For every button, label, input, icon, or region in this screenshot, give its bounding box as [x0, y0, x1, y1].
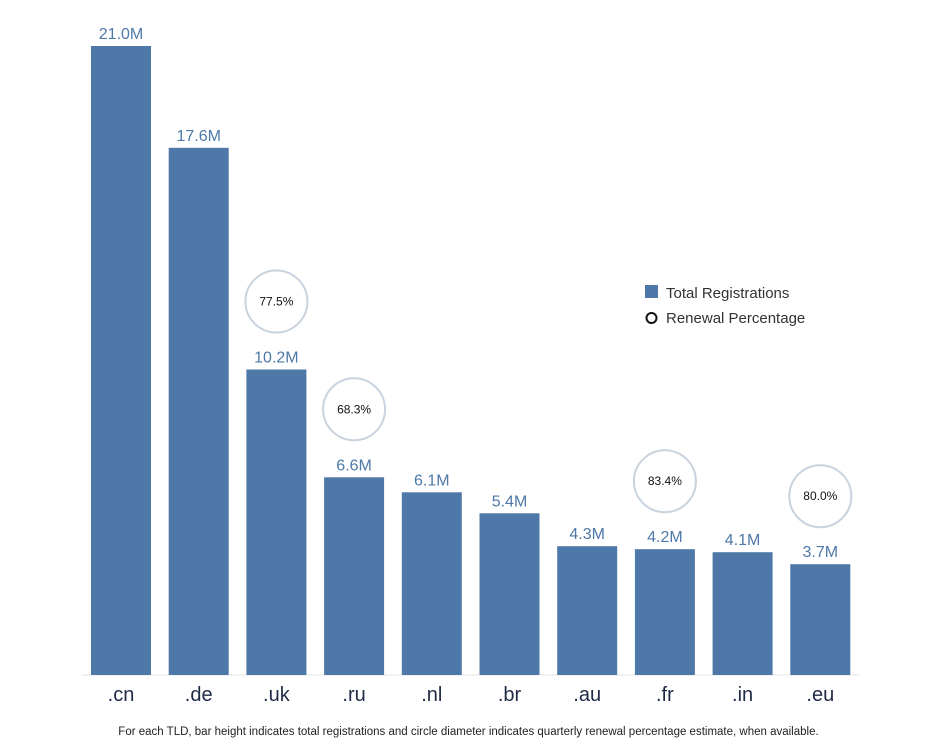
bar-value-label-uk: 10.2M [254, 350, 298, 367]
bar-value-label-de: 17.6M [176, 128, 220, 145]
bar-value-label-cn: 21.0M [99, 26, 143, 43]
bar-group-eu: 3.7M .eu 80.0% [788, 464, 853, 706]
x-tick-label-au: .au [573, 684, 601, 706]
legend-label-total-registrations: Total Registrations [666, 285, 789, 302]
bar-value-label-au: 4.3M [569, 526, 605, 543]
bar-br [479, 513, 540, 675]
x-tick-label-cn: .cn [108, 684, 135, 706]
bar-group-fr: 4.2M .fr 83.4% [632, 449, 697, 706]
bar-value-label-br: 5.4M [492, 493, 528, 510]
bar-value-label-in: 4.1M [725, 532, 761, 549]
bar-uk [246, 369, 307, 675]
bar-ru [324, 477, 385, 675]
bar-group-au: 4.3M .au [557, 526, 618, 706]
renewal-label-uk: 77.5% [259, 295, 293, 309]
renewal-circle-uk [244, 269, 309, 334]
x-tick-label-uk: .uk [263, 684, 291, 706]
bar-value-label-nl: 6.1M [414, 472, 450, 489]
legend-swatch-renewal-percentage [645, 312, 658, 324]
bar-group-in: 4.1M .in [712, 532, 773, 706]
bar-group-cn: 21.0M .cn [91, 26, 151, 706]
bar-fr [634, 549, 695, 675]
renewal-label-eu: 80.0% [803, 489, 837, 503]
bar-in [712, 552, 773, 675]
x-tick-label-ru: .ru [342, 684, 365, 706]
bar-group-nl: 6.1M .nl [401, 472, 462, 706]
legend-label-renewal-percentage: Renewal Percentage [666, 310, 805, 327]
legend: Total Registrations Renewal Percentage [645, 285, 805, 327]
renewal-circle-fr [632, 449, 697, 514]
bars-layer: 21.0M .cn 17.6M .de 10.2M .uk 77.5% 6.6M .ru 68.3… [91, 26, 853, 706]
bar-cn [91, 46, 151, 675]
renewal-label-fr: 83.4% [648, 474, 682, 488]
x-tick-label-eu: .eu [806, 684, 834, 706]
bar-de [168, 147, 229, 676]
renewal-circle-ru [322, 377, 387, 442]
bar-eu [790, 564, 851, 675]
x-tick-label-de: .de [185, 684, 213, 706]
x-tick-label-br: .br [498, 684, 522, 706]
renewal-circle-eu [788, 464, 853, 529]
chart-caption: For each TLD, bar height indicates total… [118, 726, 819, 738]
bar-group-uk: 10.2M .uk 77.5% [244, 269, 309, 706]
bar-au [557, 546, 618, 675]
bar-value-label-fr: 4.2M [647, 529, 683, 546]
legend-swatch-total-registrations [645, 285, 658, 298]
bar-value-label-ru: 6.6M [336, 457, 372, 474]
bar-nl [401, 492, 462, 675]
bar-group-de: 17.6M .de [168, 128, 229, 706]
bar-group-br: 5.4M .br [479, 493, 540, 706]
bar-value-label-eu: 3.7M [803, 544, 839, 561]
x-tick-label-fr: .fr [656, 684, 674, 706]
x-tick-label-nl: .nl [421, 684, 442, 706]
bar-group-ru: 6.6M .ru 68.3% [322, 377, 387, 706]
renewal-label-ru: 68.3% [337, 402, 371, 416]
x-tick-label-in: .in [732, 684, 753, 706]
